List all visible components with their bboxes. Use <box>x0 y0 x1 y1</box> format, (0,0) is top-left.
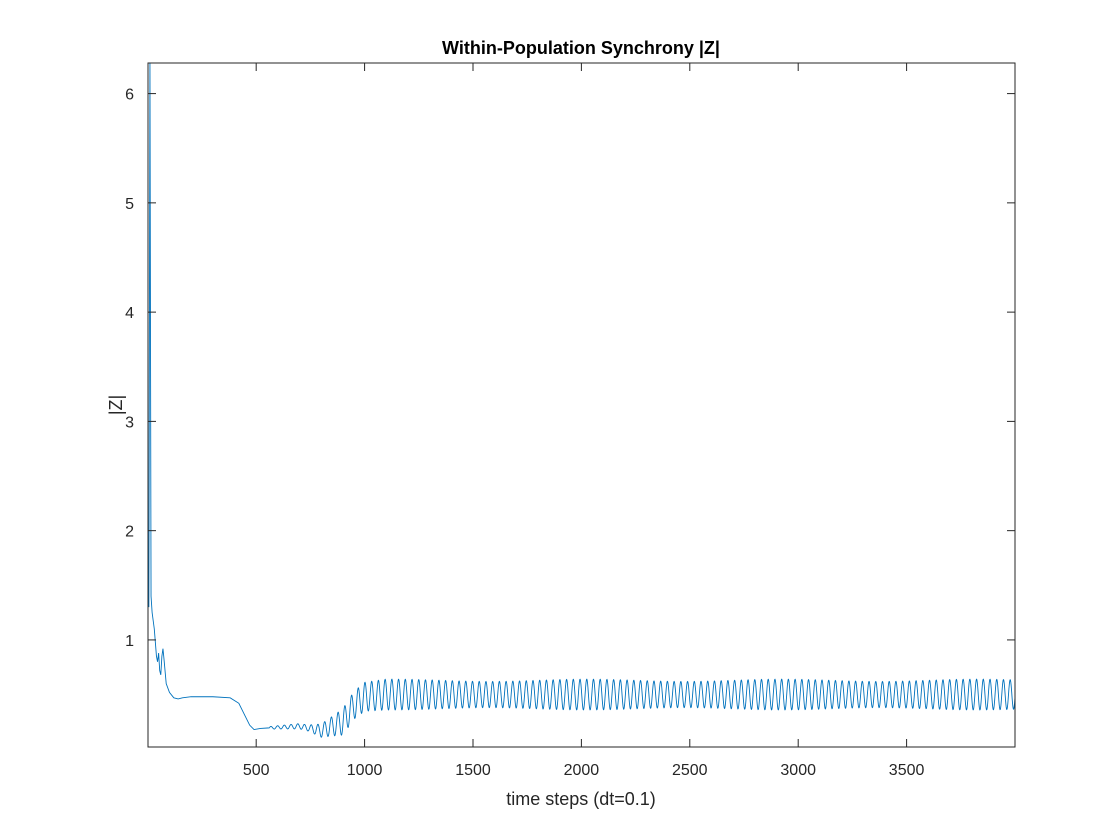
y-ticks: 1 2 3 4 5 6 <box>125 87 1015 650</box>
x-tick-label: 500 <box>243 762 270 779</box>
x-tick-label: 2500 <box>672 762 708 779</box>
y-tick-label: 3 <box>125 414 134 431</box>
y-tick-label: 1 <box>125 633 134 650</box>
y-tick-label: 4 <box>125 305 134 322</box>
x-tick-label: 1500 <box>455 762 491 779</box>
y-axis-label: |Z| <box>106 395 126 415</box>
x-tick-label: 2000 <box>564 762 600 779</box>
chart-title: Within-Population Synchrony |Z| <box>442 38 720 58</box>
plot-area-background <box>148 63 1015 747</box>
x-ticks: 500 1000 1500 2000 2500 3000 3500 <box>243 63 925 779</box>
series-layer <box>148 63 1015 738</box>
y-tick-label: 5 <box>125 196 134 213</box>
x-tick-label: 1000 <box>347 762 383 779</box>
y-tick-label: 6 <box>125 87 134 104</box>
x-axis-label: time steps (dt=0.1) <box>506 789 656 809</box>
x-tick-label: 3500 <box>889 762 925 779</box>
y-tick-label: 2 <box>125 524 134 541</box>
x-tick-label: 3000 <box>780 762 816 779</box>
series-line <box>148 63 1015 738</box>
